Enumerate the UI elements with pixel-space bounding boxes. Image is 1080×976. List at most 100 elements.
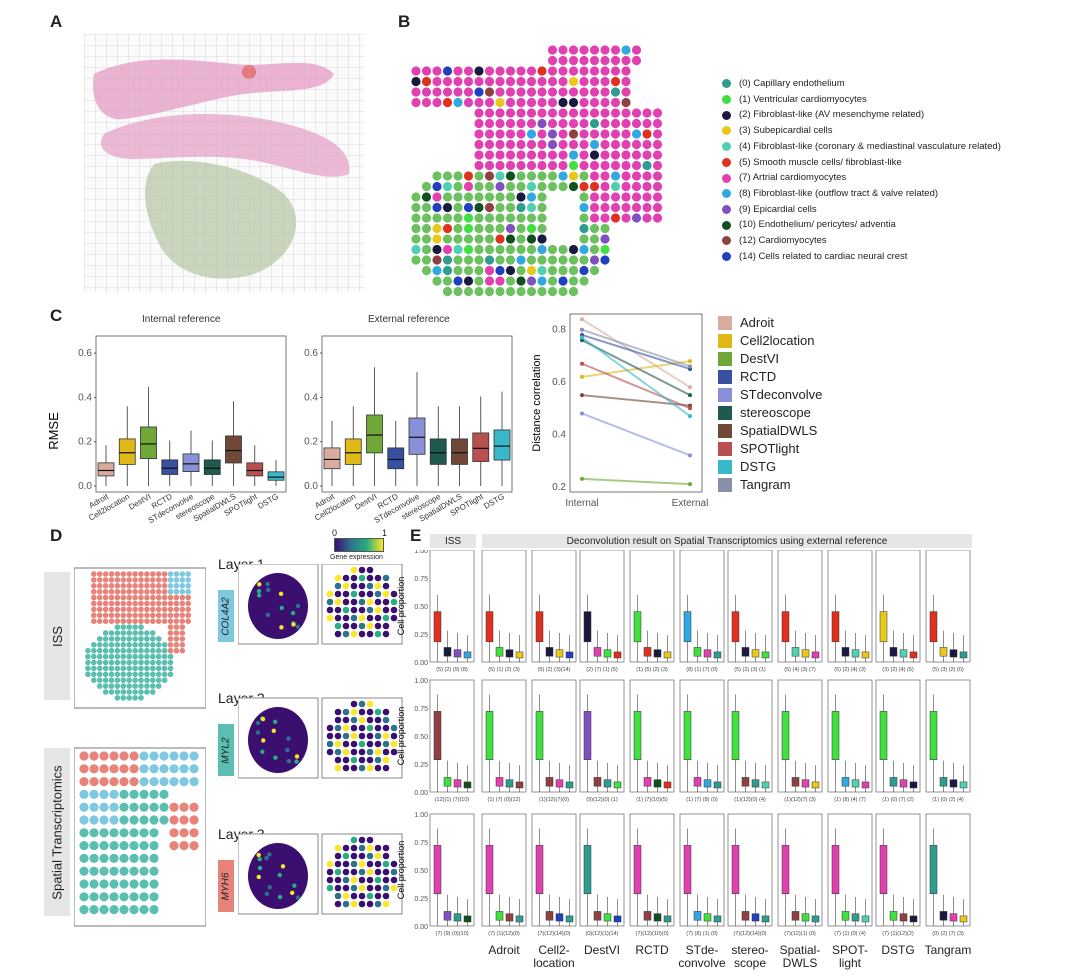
spot	[589, 129, 600, 139]
expr-spot	[334, 622, 342, 630]
st-spot	[119, 777, 129, 787]
st-spot	[99, 789, 109, 799]
iss-spot	[144, 618, 150, 624]
method-legend-item: DSTG	[718, 458, 822, 476]
spot	[526, 181, 537, 192]
iss-spot	[108, 653, 115, 660]
st-spot	[159, 764, 169, 774]
expr-spot	[358, 732, 366, 740]
expr-spot	[342, 876, 350, 884]
iss-side-label: ISS	[44, 572, 70, 700]
expr-spot	[382, 852, 390, 860]
iss-spot	[85, 665, 91, 672]
iss-spot	[150, 606, 156, 613]
st-side-text: Spatial Transcriptomics	[49, 764, 65, 900]
spot	[432, 244, 442, 255]
rmse-x-label: DSTG	[482, 492, 506, 511]
spot	[642, 129, 652, 139]
st-spot	[159, 777, 169, 787]
iss-spot	[167, 583, 174, 589]
spot	[579, 171, 589, 181]
expr-hotspot	[279, 605, 284, 611]
iss-spot	[138, 695, 144, 701]
iss-spot	[108, 588, 115, 595]
cluster-color-dot	[722, 110, 731, 120]
expr-spot	[366, 836, 374, 844]
spot	[558, 286, 568, 297]
spot	[495, 76, 505, 87]
spot	[589, 265, 600, 276]
e-tick-label: 0.25	[414, 762, 428, 769]
e-tick-label: 0.25	[414, 896, 428, 903]
iss-spot	[91, 677, 97, 683]
rmse-box	[493, 429, 511, 461]
iss-spot	[150, 653, 156, 660]
st-spot	[119, 866, 129, 876]
expr-spot	[366, 614, 374, 622]
spot	[631, 150, 642, 160]
st-spot	[119, 828, 129, 838]
iss-spot	[126, 594, 132, 601]
iss-spot	[120, 695, 127, 701]
st-spot	[139, 789, 149, 799]
spot	[516, 97, 526, 108]
spot	[421, 223, 432, 234]
expr-spot	[326, 748, 334, 756]
iss-spot	[102, 577, 109, 583]
iss-spot	[102, 671, 109, 678]
spot	[463, 286, 474, 297]
spot	[579, 244, 589, 255]
iss-spot	[185, 577, 191, 583]
spot	[537, 108, 547, 118]
iss-spot	[155, 653, 162, 660]
spot	[505, 276, 516, 286]
expr-spot	[366, 582, 374, 590]
iss-spot	[155, 594, 162, 601]
expr-spot	[342, 598, 350, 606]
cluster-legend-label: (7) Artrial cardiomyocytes	[739, 172, 847, 184]
corr-line	[581, 477, 691, 486]
spot	[453, 66, 463, 76]
st-spot	[179, 764, 189, 774]
st-spot	[139, 879, 149, 889]
st-spot	[89, 892, 99, 902]
spot	[484, 213, 495, 223]
spot	[589, 66, 600, 76]
iss-spot	[144, 606, 150, 613]
spot	[600, 160, 610, 171]
corr-tick-label: 0.2	[552, 482, 566, 493]
iss-spot	[144, 588, 150, 595]
spot	[463, 234, 474, 244]
iss-spot	[114, 653, 121, 660]
spot	[547, 244, 558, 255]
method-legend-item: Cell2location	[718, 332, 822, 350]
iss-spot	[132, 577, 138, 583]
e-box	[751, 913, 760, 922]
st-spot	[99, 853, 109, 863]
iss-spot	[161, 588, 168, 595]
spot	[547, 118, 558, 129]
spot	[621, 213, 631, 223]
expr-spot	[390, 614, 398, 622]
expr-spot	[358, 836, 366, 844]
spot	[652, 171, 663, 181]
expr-spot	[342, 756, 350, 764]
e-box	[703, 913, 712, 922]
st-spot	[189, 751, 199, 761]
iss-spot	[173, 594, 180, 601]
spot	[432, 181, 442, 192]
expr-spot	[374, 884, 382, 892]
iss-spot	[179, 583, 186, 589]
spot	[621, 87, 631, 97]
spot	[526, 192, 537, 202]
st-spot	[109, 789, 119, 799]
expr-spot	[342, 844, 350, 852]
iss-spot	[144, 594, 150, 601]
spot	[568, 108, 579, 118]
iss-spot	[120, 636, 127, 642]
iss-spot	[85, 653, 91, 660]
iss-spot	[91, 612, 97, 619]
st-spot	[109, 853, 119, 863]
e-box	[643, 911, 652, 921]
spot	[600, 255, 610, 265]
